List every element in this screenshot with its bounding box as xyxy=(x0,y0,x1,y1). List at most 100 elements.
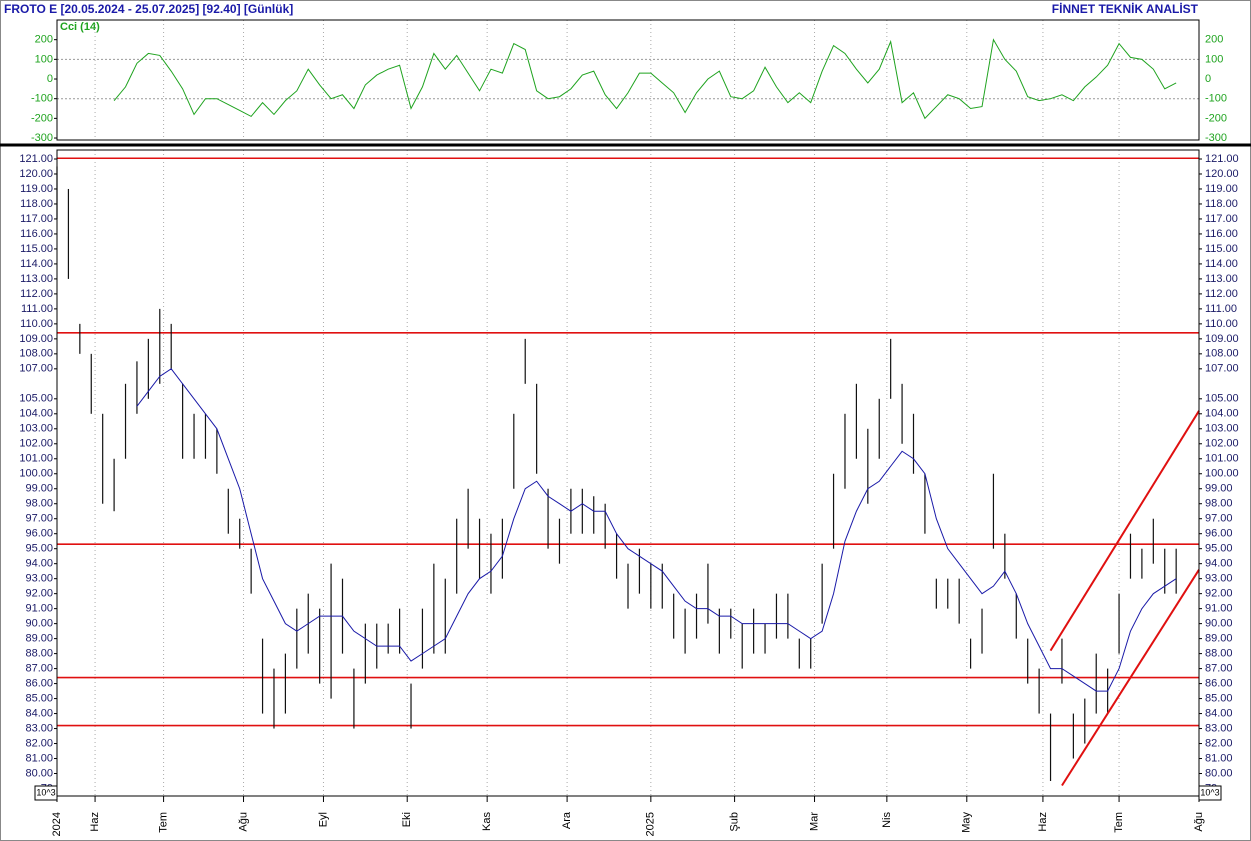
y-tick-label: 86.00 xyxy=(1205,677,1233,689)
y-tick-label: 118.00 xyxy=(20,198,53,210)
x-tick-label: Haz xyxy=(1037,812,1049,832)
y-tick-label: 98.00 xyxy=(25,498,53,510)
y-tick-label: 81.00 xyxy=(25,752,53,764)
panel-border xyxy=(56,19,1200,141)
y-tick-label: 200 xyxy=(1205,34,1223,46)
y-tick-label: 84.00 xyxy=(25,707,53,719)
y-tick-label: 92.00 xyxy=(25,588,53,600)
y-tick-label: 119.00 xyxy=(20,183,53,195)
y-tick-label: 102.00 xyxy=(19,438,53,450)
y-tick-label: 86.00 xyxy=(25,677,53,689)
y-tick-label: 85.00 xyxy=(1205,692,1233,704)
y-tick-label: 82.00 xyxy=(25,737,53,749)
y-tick-label: 90.00 xyxy=(25,618,53,630)
y-tick-label: 89.00 xyxy=(1205,633,1233,645)
y-tick-label: 119.00 xyxy=(1205,183,1238,195)
y-tick-label: 89.00 xyxy=(25,633,53,645)
y-tick-label: 121.00 xyxy=(19,153,53,165)
y-tick-label: 84.00 xyxy=(1205,707,1233,719)
y-tick-label: -300 xyxy=(1205,132,1227,144)
y-tick-label: 110.00 xyxy=(1205,318,1238,330)
x-tick-label: Eki xyxy=(401,812,413,827)
scale-box xyxy=(34,785,58,801)
y-tick-label: 99.00 xyxy=(1205,483,1233,495)
chart-title: FROTO E [20.05.2024 - 25.07.2025] [92.40… xyxy=(4,2,293,16)
y-tick-label: -200 xyxy=(31,112,53,124)
y-tick-label: 116.00 xyxy=(1205,228,1238,240)
x-tick-label: Tem xyxy=(157,812,169,833)
trend-line xyxy=(1061,569,1200,787)
x-tick-label: May xyxy=(961,812,973,833)
y-tick-label: 90.00 xyxy=(1205,618,1233,630)
y-tick-label: 100 xyxy=(1205,53,1223,65)
y-tick-label: 80.00 xyxy=(25,767,53,779)
y-tick-label: -100 xyxy=(31,93,53,105)
y-tick-label: 83.00 xyxy=(25,722,53,734)
y-tick-label: 115.00 xyxy=(20,243,53,255)
y-tick-label: 80.00 xyxy=(1205,767,1233,779)
y-tick-label: 105.00 xyxy=(19,393,53,405)
y-tick-label: 96.00 xyxy=(1205,528,1233,540)
y-tick-label: -200 xyxy=(1205,112,1227,124)
y-tick-label: 109.00 xyxy=(19,333,53,345)
indicator-label: Cci (14) xyxy=(60,21,100,33)
y-tick-label: 112.00 xyxy=(20,288,53,300)
y-tick-label: 107.00 xyxy=(19,363,53,375)
y-tick-label: 111.00 xyxy=(1205,303,1237,315)
scale-note: 10^3 xyxy=(1200,787,1219,797)
y-tick-label: 96.00 xyxy=(25,528,53,540)
brand: FİNNET TEKNİK ANALİST xyxy=(1052,1,1199,16)
y-tick-label: 103.00 xyxy=(1205,423,1239,435)
y-tick-label: 91.00 xyxy=(25,603,53,615)
y-tick-label: 93.00 xyxy=(1205,573,1233,585)
y-tick-label: 95.00 xyxy=(25,543,53,555)
y-tick-label: 115.00 xyxy=(1205,243,1238,255)
y-tick-label: 98.00 xyxy=(1205,498,1233,510)
x-tick-label: Nis xyxy=(881,812,893,828)
y-tick-label: 114.00 xyxy=(1205,258,1238,270)
y-tick-label: 92.00 xyxy=(1205,588,1233,600)
x-tick-label: Haz xyxy=(89,812,101,832)
y-tick-label: 120.00 xyxy=(19,168,53,180)
y-tick-label: 93.00 xyxy=(25,573,53,585)
y-tick-label: 120.00 xyxy=(1205,168,1239,180)
y-tick-label: 103.00 xyxy=(19,423,53,435)
x-tick-label: Eyl xyxy=(317,812,329,827)
y-tick-label: 117.00 xyxy=(20,213,53,225)
y-tick-label: 104.00 xyxy=(1205,408,1239,420)
y-tick-label: 114.00 xyxy=(20,258,53,270)
y-tick-label: -100 xyxy=(1205,93,1227,105)
y-tick-label: 82.00 xyxy=(1205,737,1233,749)
y-tick-label: 113.00 xyxy=(20,273,53,285)
y-tick-label: 91.00 xyxy=(1205,603,1233,615)
y-tick-label: 118.00 xyxy=(1205,198,1238,210)
y-tick-label: 200 xyxy=(35,34,53,46)
x-tick-label: Ağu xyxy=(237,812,249,832)
y-tick-label: 87.00 xyxy=(1205,663,1233,675)
y-tick-label: 113.00 xyxy=(1205,273,1238,285)
y-tick-label: 112.00 xyxy=(1205,288,1238,300)
y-tick-label: 108.00 xyxy=(1205,348,1239,360)
x-tick-label: Tem xyxy=(1113,812,1125,833)
y-tick-label: 83.00 xyxy=(1205,722,1233,734)
x-tick-label: Mar xyxy=(808,812,820,831)
y-tick-label: 105.00 xyxy=(1205,393,1239,405)
y-tick-label: 101.00 xyxy=(19,453,53,465)
y-tick-label: 81.00 xyxy=(1205,752,1233,764)
y-tick-label: -300 xyxy=(31,132,53,144)
y-tick-label: 0 xyxy=(1205,73,1211,85)
y-tick-label: 97.00 xyxy=(25,513,53,525)
scale-note: 10^3 xyxy=(36,787,55,797)
scale-box xyxy=(1198,785,1222,801)
y-tick-label: 111.00 xyxy=(21,303,53,315)
y-tick-label: 104.00 xyxy=(19,408,53,420)
y-tick-label: 100.00 xyxy=(19,468,53,480)
y-tick-label: 0 xyxy=(47,73,53,85)
y-tick-label: 121.00 xyxy=(1205,153,1239,165)
y-tick-label: 94.00 xyxy=(25,558,53,570)
x-tick-label: Ağu xyxy=(1193,812,1205,832)
x-tick-label: Ara xyxy=(561,811,573,829)
y-tick-label: 109.00 xyxy=(1205,333,1239,345)
y-tick-label: 117.00 xyxy=(1205,213,1238,225)
